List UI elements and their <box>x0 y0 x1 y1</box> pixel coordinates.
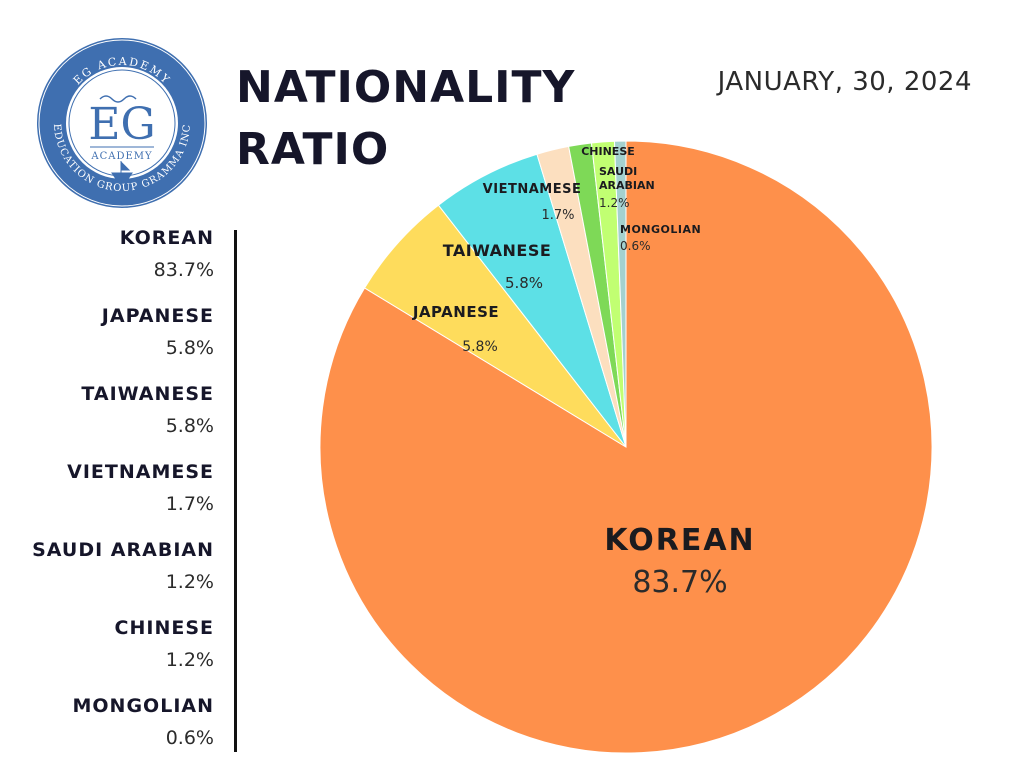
title-line-2: RATIO <box>236 124 390 175</box>
legend-item-name: CHINESE <box>114 617 214 639</box>
legend-item: TAIWANESE 5.8% <box>81 382 214 438</box>
slice-label-vietnamese: VIETNAMESE <box>483 182 582 197</box>
legend-item: KOREAN 83.7% <box>120 226 214 282</box>
slice-value-korean: 83.7% <box>632 565 727 600</box>
legend-item-percent: 0.6% <box>165 727 214 749</box>
legend-item-percent: 83.7% <box>153 259 214 281</box>
legend-item-name: TAIWANESE <box>81 383 214 405</box>
ornament-icon <box>99 95 137 103</box>
legend-item-name: JAPANESE <box>101 305 214 327</box>
legend-item-name: MONGOLIAN <box>72 695 214 717</box>
title-line-1: NATIONALITY <box>236 62 576 113</box>
legend-item-percent: 1.2% <box>165 571 214 593</box>
pie-chart: KOREAN 83.7% JAPANESE 5.8% TAIWANESE 5.8% VIET… <box>319 140 933 754</box>
legend-item-name: KOREAN <box>119 227 214 249</box>
logo-academy-text: ACADEMY <box>90 151 152 162</box>
pie-slice-mongolian <box>613 140 627 448</box>
slice-label-mongolian: MONGOLIAN <box>620 223 701 236</box>
legend-item: VIETNAMESE 1.7% <box>67 460 214 516</box>
slice-value-japanese: 5.8% <box>462 339 498 355</box>
legend-item-percent: 1.7% <box>165 493 214 515</box>
legend-item-name: SAUDI ARABIAN <box>32 539 214 561</box>
legend-item: MONGOLIAN 0.6% <box>73 694 215 750</box>
slice-value-vietnamese: 1.7% <box>541 208 574 223</box>
legend-item: JAPANESE 5.8% <box>102 304 214 360</box>
legend-divider <box>234 230 237 752</box>
legend-item-percent: 1.2% <box>165 649 214 671</box>
slice-value-saudi-arabian: 1.2% <box>599 196 630 210</box>
legend-item: SAUDI ARABIAN 1.2% <box>32 538 214 594</box>
slice-label-saudi-arabian: SAUDI <box>599 165 637 178</box>
slice-value-taiwanese: 5.8% <box>505 274 543 292</box>
slice-label-korean: KOREAN <box>604 523 755 558</box>
logo-monogram: EG <box>88 99 155 150</box>
legend-item-name: VIETNAMESE <box>67 461 214 483</box>
legend-item-percent: 5.8% <box>165 337 214 359</box>
ship-icon <box>111 161 133 180</box>
slice-label-saudi-arabian: ARABIAN <box>599 179 655 192</box>
legend-item: CHINESE 1.2% <box>115 616 214 672</box>
slice-label-chinese: CHINESE <box>581 145 635 158</box>
legend-item-percent: 5.8% <box>165 415 214 437</box>
date-label: JANUARY, 30, 2024 <box>717 67 972 97</box>
slice-value-mongolian: 0.6% <box>620 239 651 253</box>
eg-academy-logo: EG ACADEMY EDUCATION GROUP GRAMMA INC EG… <box>35 36 209 210</box>
slice-label-japanese: JAPANESE <box>412 303 499 321</box>
slice-label-taiwanese: TAIWANESE <box>443 241 552 260</box>
